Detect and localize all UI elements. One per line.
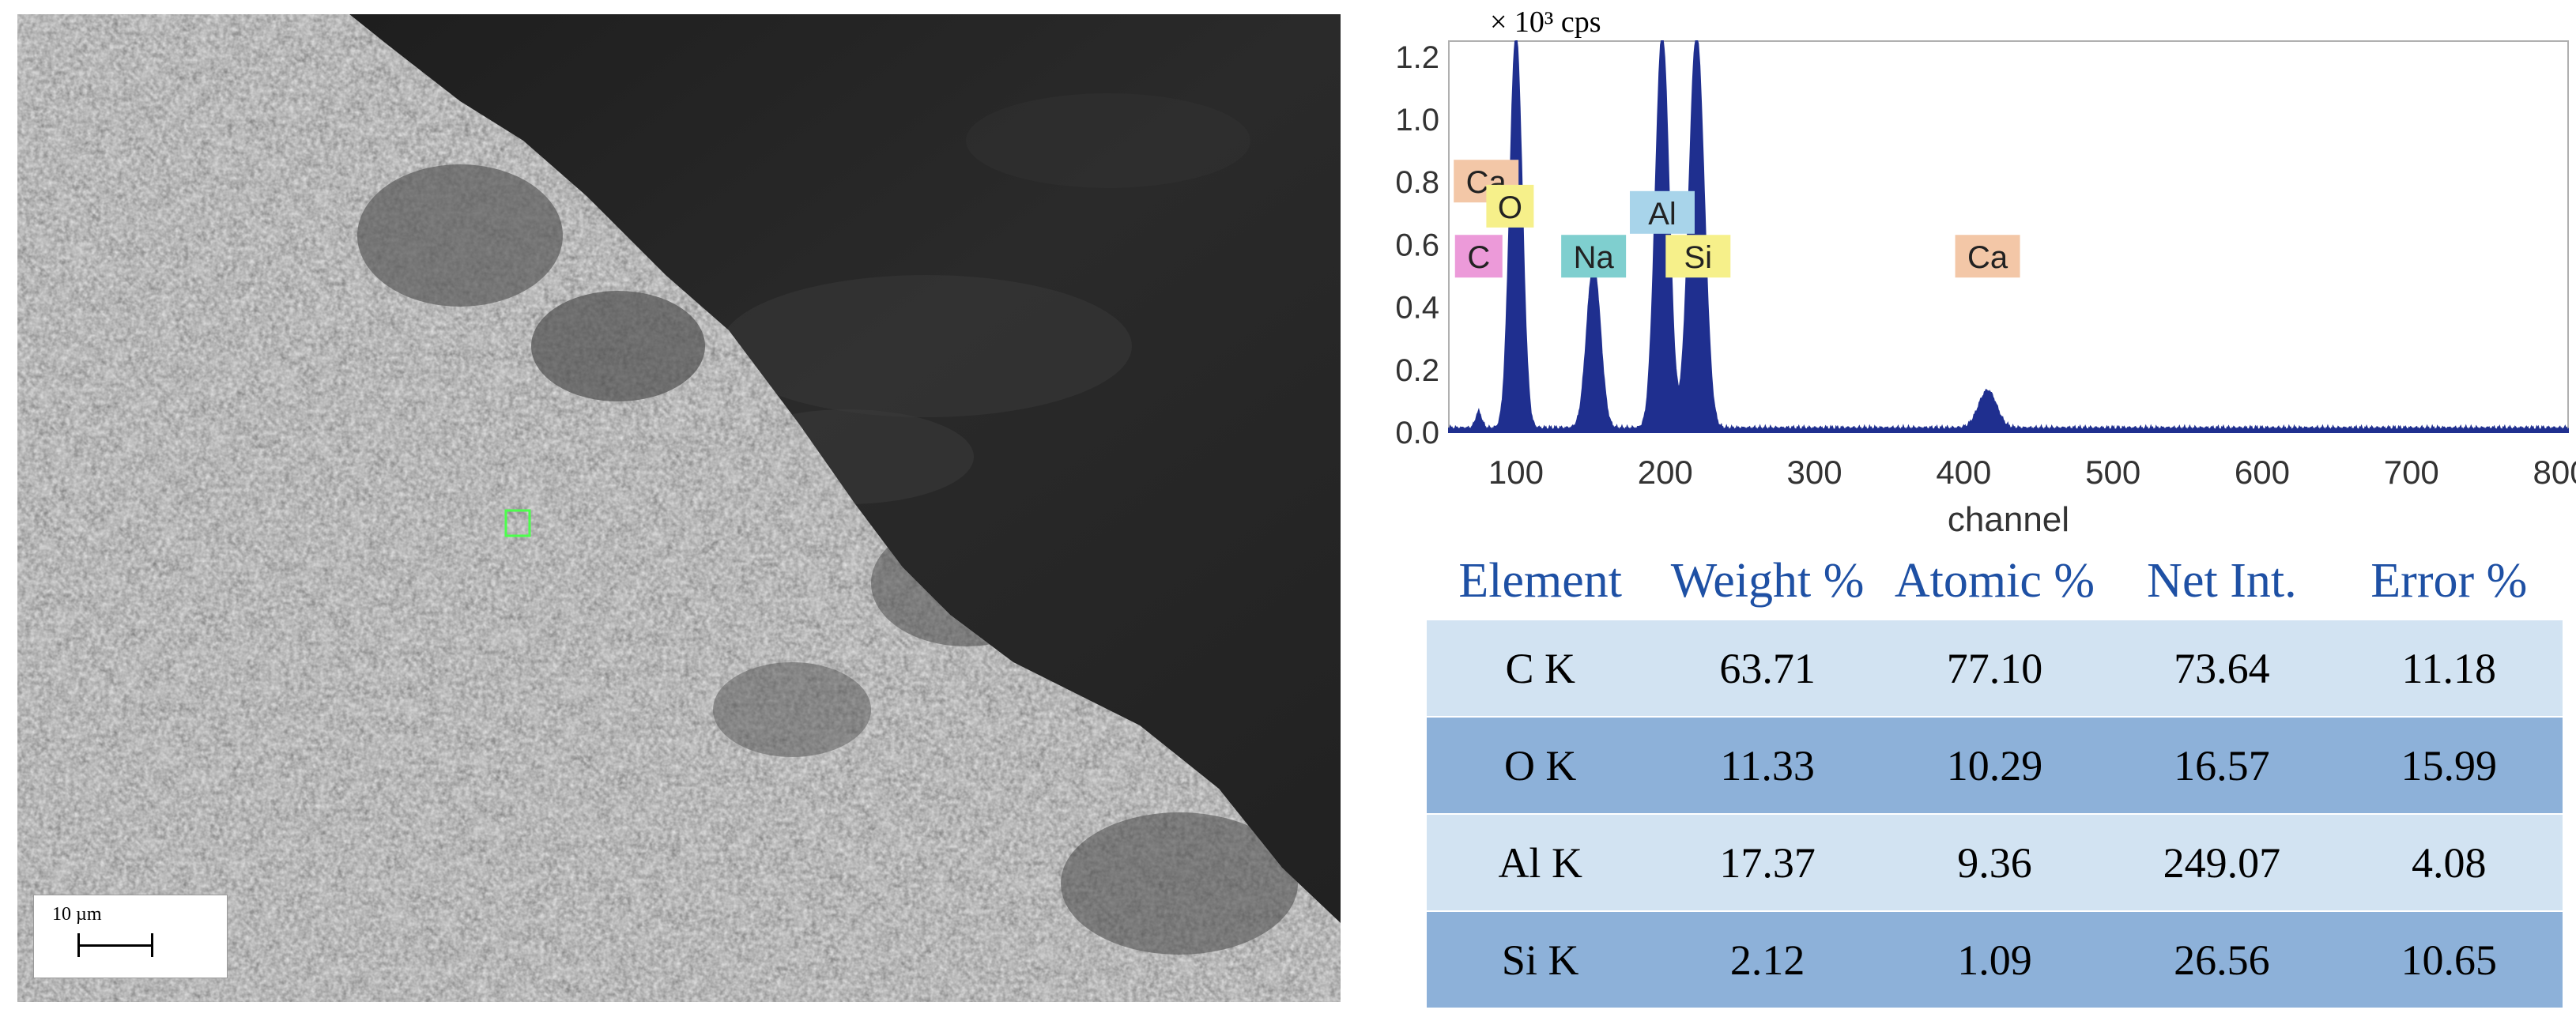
peak-label-text: O	[1498, 190, 1522, 225]
peak-label-box	[1665, 235, 1731, 278]
y-tick-label: 0.8	[1395, 165, 1439, 200]
peak-label: Ca	[1454, 160, 1519, 203]
y-tick-label: 1.2	[1395, 40, 1439, 75]
peak-label: O	[1486, 184, 1534, 228]
cell-atomic: 10.29	[1880, 716, 2109, 814]
cell-net-int: 26.56	[2108, 910, 2336, 1008]
x-tick-label: 700	[2384, 454, 2439, 491]
spectrum-series	[1448, 40, 2569, 434]
cell-weight: 2.12	[1654, 910, 1881, 1008]
header-error: Error %	[2370, 553, 2528, 608]
scale-bar	[77, 933, 153, 957]
header-weight: Weight %	[1670, 553, 1865, 608]
header-element: Element	[1458, 553, 1622, 608]
x-tick-label: 300	[1787, 454, 1842, 491]
peak-label-text: C	[1467, 240, 1490, 275]
scale-bar-label: 10 µm	[52, 904, 102, 925]
cell-net-int: 73.64	[2108, 620, 2336, 717]
cell-weight: 63.71	[1654, 620, 1881, 717]
x-axis-label: channel	[1948, 500, 2069, 539]
peak-label-box	[1561, 235, 1627, 278]
y-unit-label: × 10³ cps	[1490, 6, 1601, 39]
cell-element: C K	[1427, 620, 1654, 717]
table-row: O K 11.33 10.29 16.57 15.99	[1427, 716, 2563, 814]
cell-weight: 17.37	[1654, 813, 1881, 911]
sem-micrograph	[17, 14, 1341, 1002]
table-row: Si K 2.12 1.09 26.56 10.65	[1427, 910, 2563, 1008]
peak-label-box	[1486, 184, 1534, 228]
peak-label-box	[1454, 235, 1503, 278]
eds-quantification-table: Element Weight % Atomic % Net Int. Error…	[1427, 541, 2563, 1008]
peak-label: Na	[1561, 235, 1627, 278]
table-row: Al K 17.37 9.36 249.07 4.08	[1427, 813, 2563, 911]
peak-label: Si	[1665, 235, 1731, 278]
y-tick-label: 0.6	[1395, 228, 1439, 262]
peak-label: C	[1454, 235, 1503, 278]
table-header-row: Element Weight % Atomic % Net Int. Error…	[1427, 541, 2563, 620]
x-tick-label: 100	[1488, 454, 1544, 491]
peak-label-text: Al	[1648, 197, 1676, 232]
cell-atomic: 1.09	[1880, 910, 2109, 1008]
header-atomic: Atomic %	[1894, 553, 2095, 608]
cell-error: 15.99	[2335, 716, 2563, 814]
x-tick-label: 500	[2085, 454, 2140, 491]
cell-atomic: 9.36	[1880, 813, 2109, 911]
scale-bar-box	[33, 895, 228, 978]
cell-net-int: 16.57	[2108, 716, 2336, 814]
cell-error: 4.08	[2335, 813, 2563, 911]
y-tick-label: 1.0	[1395, 103, 1439, 138]
cell-element: Al K	[1427, 813, 1654, 911]
cell-element: O K	[1427, 716, 1654, 814]
cell-weight: 11.33	[1654, 716, 1881, 814]
peak-label-text: Si	[1684, 240, 1713, 275]
table-row: C K 63.71 77.10 73.64 11.18	[1427, 620, 2563, 717]
peak-label-text: Ca	[1967, 240, 2008, 275]
y-tick-label: 0.4	[1395, 291, 1439, 326]
x-tick-label: 200	[1638, 454, 1693, 491]
y-tick-label: 0.2	[1395, 353, 1439, 388]
header-net-int: Net Int.	[2147, 553, 2297, 608]
eds-spectrum-chart: × 10³ cps 0.0 0.2 0.4 0.6 0.8 1.0 1.2 100 200 30…	[1395, 6, 2576, 539]
cell-error: 11.18	[2335, 620, 2563, 717]
cell-atomic: 77.10	[1880, 620, 2109, 717]
x-tick-label: 800	[2533, 454, 2576, 491]
x-tick-label: 600	[2235, 454, 2290, 491]
peak-label: Ca	[1955, 235, 2020, 278]
cell-net-int: 249.07	[2108, 813, 2336, 911]
y-tick-label: 0.0	[1395, 416, 1439, 450]
peak-label-text: Na	[1574, 240, 1615, 275]
peak-label-box	[1955, 235, 2020, 278]
peak-label-box	[1629, 190, 1695, 234]
peak-label: Al	[1629, 190, 1695, 234]
cell-error: 10.65	[2335, 910, 2563, 1008]
x-tick-label: 400	[1936, 454, 1991, 491]
cell-element: Si K	[1427, 910, 1654, 1008]
